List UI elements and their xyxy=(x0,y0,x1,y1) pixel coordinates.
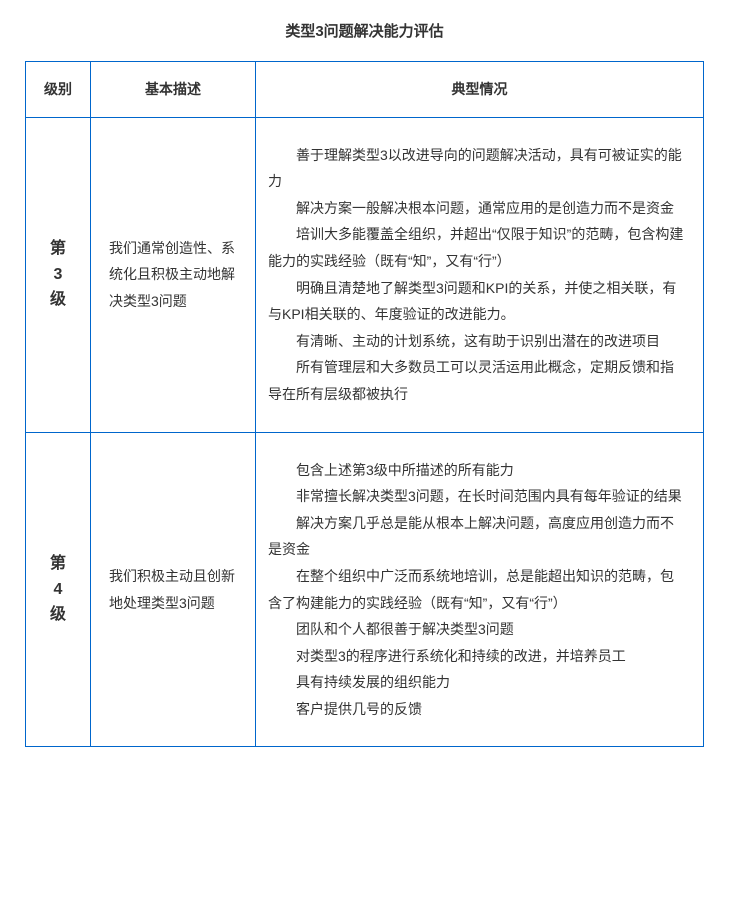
detail-item: 具有持续发展的组织能力 xyxy=(268,669,687,696)
detail-cell-3: 善于理解类型3以改进导向的问题解决活动，具有可被证实的能力 解决方案一般解决根本… xyxy=(256,117,704,432)
header-detail: 典型情况 xyxy=(256,62,704,118)
description-cell-3: 我们通常创造性、系统化且积极主动地解决类型3问题 xyxy=(91,117,256,432)
level-char: 级 xyxy=(34,602,82,628)
table-header-row: 级别 基本描述 典型情况 xyxy=(26,62,704,118)
detail-item: 有清晰、主动的计划系统，这有助于识别出潜在的改进项目 xyxy=(268,328,687,355)
detail-item: 团队和个人都很善于解决类型3问题 xyxy=(268,616,687,643)
level-cell-3: 第 3 级 xyxy=(26,117,91,432)
detail-item: 培训大多能覆盖全组织，并超出“仅限于知识”的范畴，包含构建能力的实践经验（既有“… xyxy=(268,221,687,274)
detail-item: 所有管理层和大多数员工可以灵活运用此概念，定期反馈和指导在所有层级都被执行 xyxy=(268,354,687,407)
page-title: 类型3问题解决能力评估 xyxy=(25,20,704,41)
description-cell-4: 我们积极主动且创新地处理类型3问题 xyxy=(91,432,256,747)
level-cell-4: 第 4 级 xyxy=(26,432,91,747)
table-row: 第 4 级 我们积极主动且创新地处理类型3问题 包含上述第3级中所描述的所有能力… xyxy=(26,432,704,747)
detail-item: 客户提供几号的反馈 xyxy=(268,696,687,723)
assessment-table: 级别 基本描述 典型情况 第 3 级 我们通常创造性、系统化且积极主动地解决类型… xyxy=(25,61,704,747)
level-char: 第 xyxy=(34,236,82,262)
header-description: 基本描述 xyxy=(91,62,256,118)
detail-item: 非常擅长解决类型3问题，在长时间范围内具有每年验证的结果 xyxy=(268,483,687,510)
level-char: 级 xyxy=(34,287,82,313)
level-char: 第 xyxy=(34,551,82,577)
table-row: 第 3 级 我们通常创造性、系统化且积极主动地解决类型3问题 善于理解类型3以改… xyxy=(26,117,704,432)
level-char: 4 xyxy=(34,577,82,603)
detail-item: 对类型3的程序进行系统化和持续的改进，并培养员工 xyxy=(268,643,687,670)
detail-item: 包含上述第3级中所描述的所有能力 xyxy=(268,457,687,484)
level-char: 3 xyxy=(34,262,82,288)
detail-item: 明确且清楚地了解类型3问题和KPI的关系，并使之相关联，有与KPI相关联的、年度… xyxy=(268,275,687,328)
detail-cell-4: 包含上述第3级中所描述的所有能力 非常擅长解决类型3问题，在长时间范围内具有每年… xyxy=(256,432,704,747)
detail-item: 解决方案几乎总是能从根本上解决问题，高度应用创造力而不是资金 xyxy=(268,510,687,563)
detail-item: 解决方案一般解决根本问题，通常应用的是创造力而不是资金 xyxy=(268,195,687,222)
detail-item: 在整个组织中广泛而系统地培训，总是能超出知识的范畴，包含了构建能力的实践经验（既… xyxy=(268,563,687,616)
detail-item: 善于理解类型3以改进导向的问题解决活动，具有可被证实的能力 xyxy=(268,142,687,195)
header-level: 级别 xyxy=(26,62,91,118)
